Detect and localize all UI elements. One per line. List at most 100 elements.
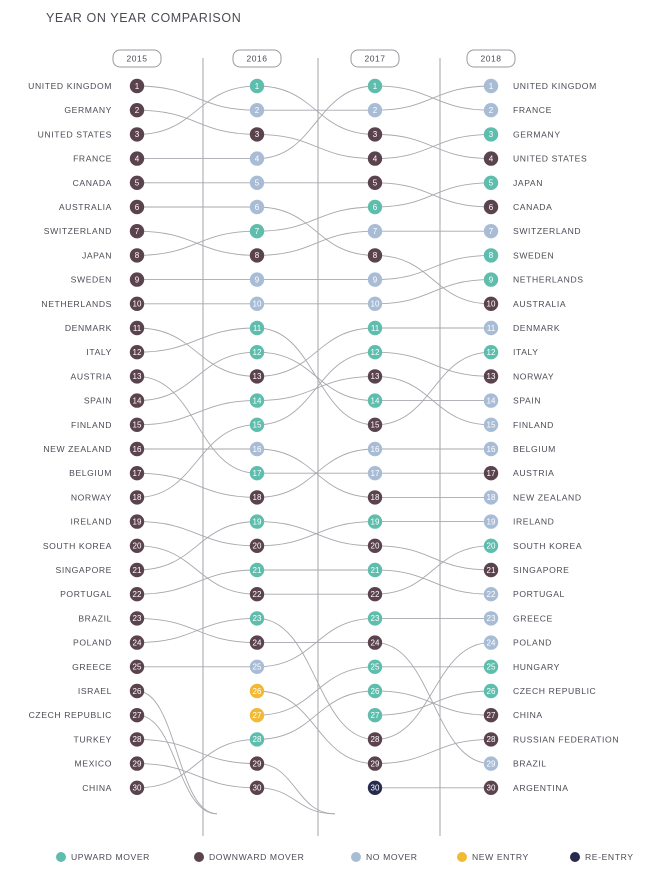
rank-node-2016-17 <box>249 466 265 481</box>
rank-node-2015-3 <box>129 127 145 142</box>
rank-number-2017-4: 4 <box>373 154 378 163</box>
rank-node-2018-16 <box>483 441 499 457</box>
rank-node-2016-8 <box>249 248 265 263</box>
rank-number-2017-18: 18 <box>371 493 380 502</box>
rank-node-2015-30 <box>129 780 145 795</box>
rank-number-2016-4: 4 <box>255 154 260 163</box>
legend-label-up: UPWARD MOVER <box>71 852 150 862</box>
rank-node-2015-6 <box>129 199 145 215</box>
link-2017-29 <box>374 738 492 765</box>
year-header-box-2015 <box>112 49 162 68</box>
rank-node-2018-11 <box>483 320 499 336</box>
link-2015-24 <box>136 617 258 644</box>
rank-node-2017-29 <box>367 756 383 771</box>
link-2015-8 <box>136 230 258 256</box>
rank-node-2016-21 <box>249 562 265 578</box>
rank-node-2018-3 <box>483 127 499 142</box>
rank-node-2016-25 <box>249 659 265 674</box>
rank-number-2016-8: 8 <box>255 251 260 260</box>
rank-node-2016-22 <box>249 587 265 602</box>
rank-node-2015-24 <box>129 635 145 650</box>
dropout-2015-26 <box>136 690 218 815</box>
link-2016-7 <box>256 206 376 232</box>
rank-node-2015-9 <box>129 272 145 287</box>
legend-label-new: NEW ENTRY <box>472 852 529 862</box>
rank-node-2018-28 <box>483 732 499 747</box>
rank-number-2017-28: 28 <box>371 735 380 744</box>
rank-node-2017-13 <box>367 369 383 384</box>
rank-node-2018-29 <box>483 756 499 771</box>
rank-number-2017-3: 3 <box>373 130 378 139</box>
link-2015-13 <box>136 375 258 474</box>
rank-node-2016-24 <box>249 635 265 650</box>
rank-number-2017-13: 13 <box>371 372 380 381</box>
dropout-2015-27 <box>136 714 218 815</box>
column-dividers <box>202 58 441 836</box>
rank-number-2018-17: 17 <box>487 469 496 478</box>
rank-number-2016-23: 23 <box>253 614 262 623</box>
link-2016-15 <box>256 351 376 426</box>
rank-number-2016-29: 29 <box>253 759 262 768</box>
rank-number-2015-14: 14 <box>133 396 142 405</box>
rank-number-2016-7: 7 <box>255 227 260 236</box>
rank-number-2017-2: 2 <box>373 106 378 115</box>
link-2015-29 <box>136 763 258 789</box>
rank-node-2015-11 <box>129 320 145 336</box>
rank-node-2018-21 <box>483 562 499 578</box>
year-header-box-2018 <box>466 49 516 68</box>
link-2015-11 <box>136 327 258 377</box>
link-2017-9 <box>374 254 492 281</box>
year-headers: 2015 2016 2017 2018 <box>112 49 516 68</box>
rank-number-2015-12: 12 <box>133 348 142 357</box>
rank-node-2016-29 <box>249 756 265 771</box>
rank-number-2018-25: 25 <box>487 663 496 672</box>
rank-number-2016-12: 12 <box>253 348 262 357</box>
link-2015-1 <box>136 85 258 111</box>
rank-node-2017-8 <box>367 248 383 263</box>
country-label-2015-28: TURKEY <box>74 734 112 744</box>
country-label-2018-3: GERMANY <box>513 129 561 139</box>
link-2015-20 <box>136 545 258 595</box>
rank-number-2018-9: 9 <box>489 275 494 284</box>
rank-node-2015-5 <box>129 175 145 190</box>
rank-number-2017-21: 21 <box>371 566 380 575</box>
rank-node-2018-2 <box>483 103 499 118</box>
rank-number-2017-9: 9 <box>373 275 378 284</box>
country-label-2015-6: AUSTRALIA <box>59 202 112 212</box>
rank-number-2018-20: 20 <box>487 542 496 551</box>
legend-swatch-same <box>351 852 361 862</box>
link-2016-3 <box>256 133 376 160</box>
country-label-2015-2: GERMANY <box>64 105 112 115</box>
country-label-2018-10: AUSTRALIA <box>513 299 566 309</box>
country-label-2015-21: SINGAPORE <box>56 565 113 575</box>
rank-node-2015-19 <box>129 514 145 529</box>
link-2016-12 <box>256 351 376 402</box>
rank-node-2017-16 <box>367 441 383 457</box>
link-2015-12 <box>136 327 258 353</box>
rank-number-2018-29: 29 <box>487 759 496 768</box>
rank-number-2016-16: 16 <box>253 445 262 454</box>
link-2016-25 <box>256 617 376 668</box>
country-label-2018-25: HUNGARY <box>513 662 560 672</box>
rank-node-2017-15 <box>367 417 383 432</box>
link-2015-2 <box>136 109 258 135</box>
rank-node-2017-14 <box>367 393 383 408</box>
rank-node-2018-30 <box>483 780 499 795</box>
link-2016-18 <box>256 448 376 498</box>
link-2017-15 <box>374 351 492 426</box>
link-2016-20 <box>256 521 376 547</box>
rank-number-2017-15: 15 <box>371 421 380 430</box>
legend-swatch-new <box>457 852 467 862</box>
rank-node-2017-24 <box>367 635 383 650</box>
legend-label-same: NO MOVER <box>366 852 418 862</box>
rank-node-2015-25 <box>129 659 145 674</box>
rank-number-2016-10: 10 <box>253 300 262 309</box>
rank-number-2017-25: 25 <box>371 663 380 672</box>
rank-number-2015-15: 15 <box>133 421 142 430</box>
country-label-2015-23: BRAZIL <box>78 613 112 623</box>
rank-node-2017-3 <box>367 127 383 142</box>
country-label-2015-16: NEW ZEALAND <box>43 444 112 454</box>
country-label-2018-17: AUSTRIA <box>513 468 554 478</box>
rank-number-2016-1: 1 <box>255 82 260 91</box>
